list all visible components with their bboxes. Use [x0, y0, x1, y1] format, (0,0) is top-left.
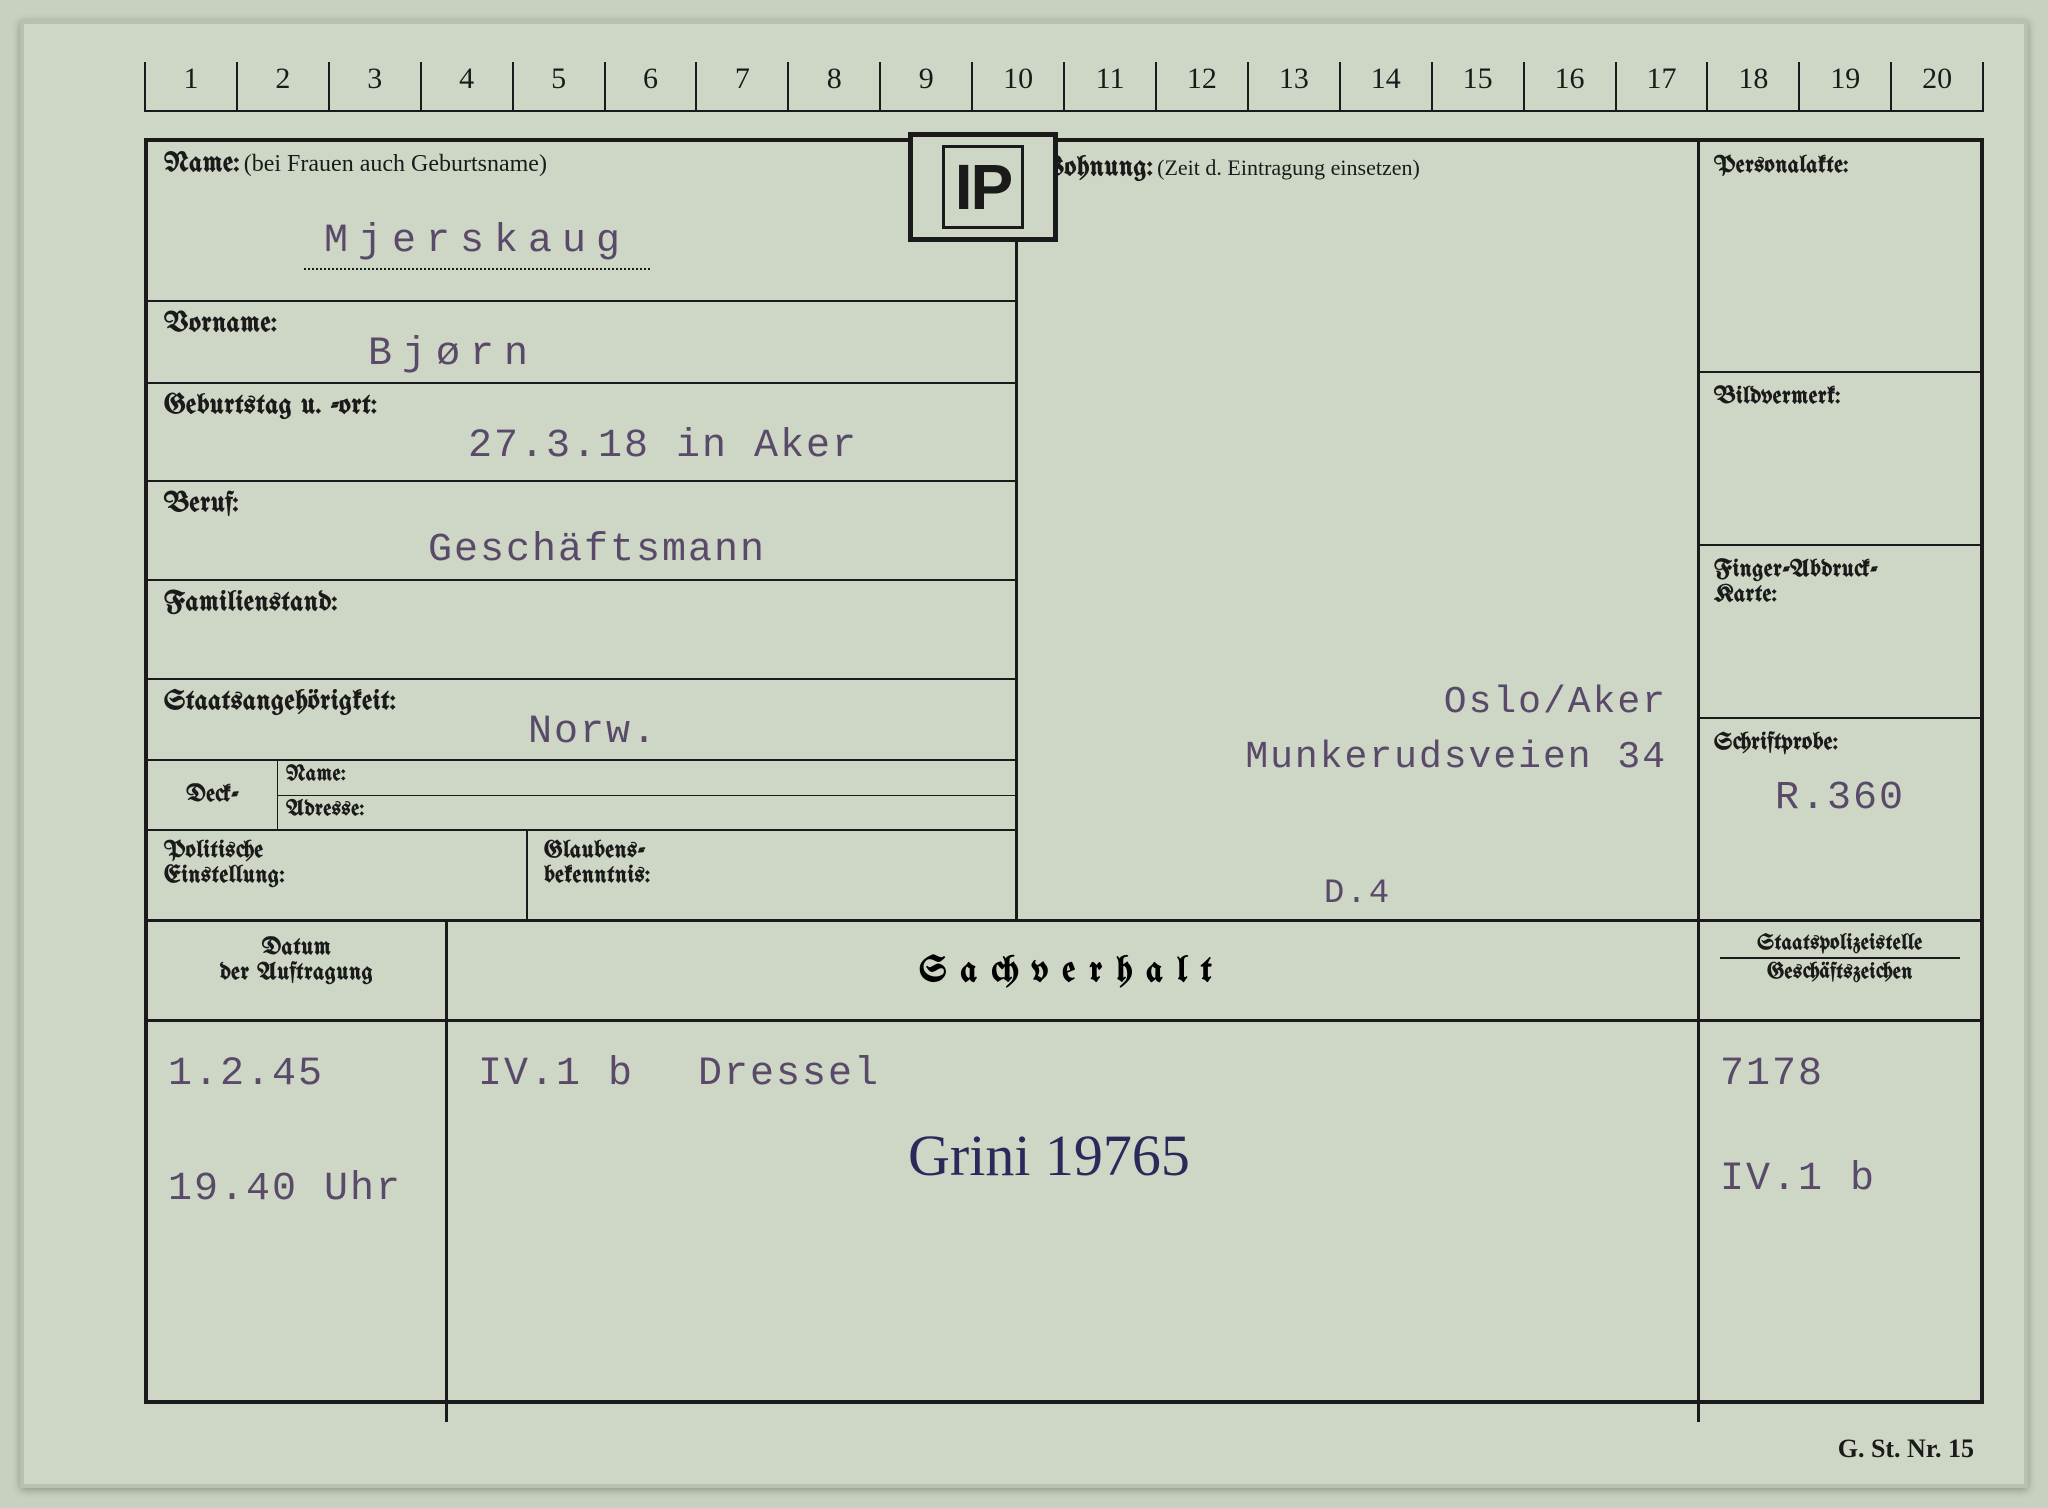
beruf-label: Beruf:	[164, 490, 239, 519]
geburtstag-label: Geburtstag u. -ort:	[164, 392, 377, 421]
ruler-tick: 20	[1890, 62, 1984, 112]
ruler-tick: 9	[879, 62, 971, 112]
date-cell: 1.2.45 19.40 Uhr	[148, 1022, 448, 1422]
header-sachverhalt: Sachverhalt	[448, 922, 1700, 1019]
staats-label: Staatsangehörigkeit:	[164, 688, 396, 717]
ruler-tick: 14	[1339, 62, 1431, 112]
deck-label: Deck-	[148, 761, 278, 829]
beruf-field: Beruf: Geschäftsmann	[148, 482, 1015, 581]
vorname-value: Bjørn	[368, 332, 538, 377]
staats-value: Norw.	[528, 710, 658, 755]
ruler-scale: 1 2 3 4 5 6 7 8 9 10 11 12 13 14 15 16 1…	[144, 62, 1984, 112]
officer-value: Dressel	[698, 1052, 880, 1097]
ruler-tick: 10	[971, 62, 1063, 112]
ip-badge: IP	[908, 132, 1058, 242]
ruler-tick: 1	[144, 62, 236, 112]
ruler-tick: 15	[1431, 62, 1523, 112]
familienstand-field: Familienstand:	[148, 581, 1015, 680]
ruler-tick: 2	[236, 62, 328, 112]
date-value: 1.2.45	[168, 1052, 425, 1097]
schriftprobe-field: Schriftprobe: R.360	[1700, 719, 1980, 919]
ruler-tick: 3	[328, 62, 420, 112]
form-frame: IP Name: (bei Frauen auch Geburtsname) M…	[144, 138, 1984, 1404]
ruler-tick: 8	[787, 62, 879, 112]
politische-field: Politische Einstellung:	[148, 831, 528, 919]
ruler-tick: 18	[1706, 62, 1798, 112]
personalakte-field: Personalakte:	[1700, 142, 1980, 373]
staats-field: Staatsangehörigkeit: Norw.	[148, 680, 1015, 761]
ruler-tick: 17	[1615, 62, 1707, 112]
geburtstag-field: Geburtstag u. -ort: 27.3.18 in Aker	[148, 384, 1015, 483]
beruf-value: Geschäftsmann	[428, 528, 766, 573]
deck-field: Deck- Name: Adresse:	[148, 761, 1015, 831]
name-value: Mjerskaug	[304, 219, 650, 270]
dept-value: IV.1 b	[478, 1052, 634, 1097]
name-field: Name: (bei Frauen auch Geburtsname) Mjer…	[148, 142, 1015, 302]
d4-value: D.4	[1324, 875, 1391, 913]
ruler-tick: 13	[1247, 62, 1339, 112]
deck-adresse-label: Adresse:	[286, 798, 365, 821]
data-row: 1.2.45 19.40 Uhr IV.1 b Dressel Grini 19…	[148, 1022, 1980, 1422]
ref-cell: 7178 IV.1 b	[1700, 1022, 1980, 1422]
index-card: 1 2 3 4 5 6 7 8 9 10 11 12 13 14 15 16 1…	[20, 20, 2028, 1488]
name-label: Name:	[164, 150, 240, 179]
right-column: Personalakte: Bildvermerk: Finger-Abdruc…	[1700, 142, 1980, 919]
ip-badge-text: IP	[942, 145, 1024, 229]
vorname-field: Vorname: Bjørn	[148, 302, 1015, 383]
ruler-tick: 19	[1798, 62, 1890, 112]
upper-section: Name: (bei Frauen auch Geburtsname) Mjer…	[148, 142, 1980, 922]
bildvermerk-field: Bildvermerk:	[1700, 373, 1980, 546]
header-datum: Datum der Auftragung	[148, 922, 448, 1019]
form-number: G. St. Nr. 15	[1838, 1434, 1974, 1464]
glaubens-field: Glaubens- bekenntnis:	[528, 831, 1015, 919]
ruler-tick: 6	[604, 62, 696, 112]
ruler-tick: 16	[1523, 62, 1615, 112]
finger-field: Finger-Abdruck- Karte:	[1700, 546, 1980, 719]
deck-name-label: Name:	[286, 763, 346, 786]
wohnung-sublabel: (Zeit d. Eintragung einsetzen)	[1157, 155, 1420, 180]
ref1-value: 7178	[1720, 1052, 1960, 1097]
time-value: 19.40 Uhr	[168, 1167, 425, 1212]
ruler-tick: 4	[420, 62, 512, 112]
table-header: Datum der Auftragung Sachverhalt Staatsp…	[148, 922, 1980, 1022]
bottom-split: Politische Einstellung: Glaubens- bekenn…	[148, 831, 1015, 919]
schriftprobe-value: R.360	[1714, 776, 1966, 821]
geburtstag-value: 27.3.18 in Aker	[468, 424, 858, 469]
ref2-value: IV.1 b	[1720, 1157, 1960, 1202]
ruler-tick: 11	[1063, 62, 1155, 112]
ruler-tick: 5	[512, 62, 604, 112]
wohnung-value: Oslo/Aker Munkerudsveien 34	[1245, 681, 1667, 779]
deck-right: Name: Adresse:	[278, 761, 1015, 829]
wohnung-column: Wohnung: (Zeit d. Eintragung einsetzen) …	[1018, 142, 1700, 919]
name-sublabel: (bei Frauen auch Geburtsname)	[244, 151, 547, 177]
handwritten-note: Grini 19765	[908, 1122, 1190, 1189]
familienstand-label: Familienstand:	[164, 589, 338, 618]
header-refs: Staatspolizeistelle Geschäftszeichen	[1700, 922, 1980, 1019]
sachverhalt-cell: IV.1 b Dressel Grini 19765	[448, 1022, 1700, 1422]
ruler-tick: 12	[1155, 62, 1247, 112]
ruler-tick: 7	[695, 62, 787, 112]
vorname-label: Vorname:	[164, 310, 277, 339]
left-column: Name: (bei Frauen auch Geburtsname) Mjer…	[148, 142, 1018, 919]
